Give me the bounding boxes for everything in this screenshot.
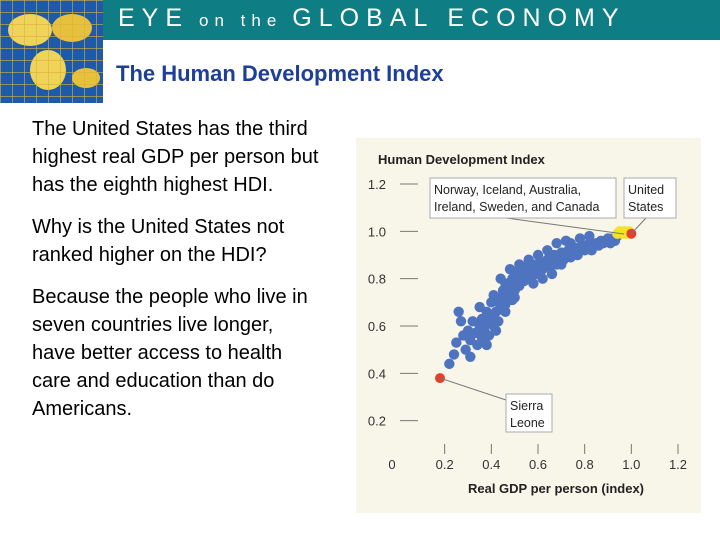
chart-title: Human Development Index [378,152,546,167]
country-point [551,237,562,249]
annotation-top-six: Norway, Iceland, Australia, Ireland, Swed… [429,177,625,235]
country-point [556,259,567,270]
series-title: EYE on the GLOBAL ECONOMY [118,4,626,33]
country-point [495,273,506,284]
x-tick-label: 1.2 [669,457,687,472]
annotation-leader-line [505,217,625,235]
chart-annotations: Norway, Iceland, Australia, Ireland, Swed… [429,177,677,433]
header-banner [0,0,720,40]
x-axis-label: Real GDP per person (index) [468,481,644,496]
annotation-text: States [628,200,663,214]
sierra-leone-point [435,373,445,384]
paragraph-3: Because the people who live in seven cou… [32,286,308,420]
country-point [455,316,467,327]
annotation-box [429,177,617,219]
country-point [465,351,476,362]
x-tick-label: 0 [388,457,395,472]
paragraph-1: The United States has the third highest … [32,118,319,196]
country-point [509,292,520,303]
x-tick-label: 1.0 [622,457,640,472]
annotation-text: Norway, Iceland, Australia, [434,183,581,197]
country-point [532,249,544,261]
series-word-global-economy: GLOBAL ECONOMY [292,4,626,32]
country-point [560,235,572,246]
x-tick-label: 0.6 [529,457,547,472]
chart-points [435,226,637,384]
annotation-box [623,177,677,219]
hdi-scatter-chart: Human Development Index 0.2 0.4 0.6 0.8 1.0 1… [368,152,687,496]
country-point [481,339,492,351]
country-point [537,273,548,284]
country-point [453,306,464,317]
country-point [448,349,460,360]
annotation-text: Ireland, Sweden, and Canada [434,200,599,214]
country-point [574,233,586,244]
y-tick-label: 0.2 [368,414,386,429]
country-point [584,230,595,242]
country-point [444,358,455,370]
paragraph-2: Why is the United States not ranked high… [32,216,285,266]
page-title: The Human Development Index [116,61,444,86]
y-tick-label: 0.8 [368,272,386,287]
x-tick-label: 0.4 [482,457,500,472]
country-point [523,254,534,265]
y-tick-label: 1.0 [368,224,386,239]
x-tick-label: 0.2 [436,457,454,472]
x-tick-label: 0.8 [576,457,594,472]
annotation-leader-line [439,377,507,401]
country-point [451,337,462,348]
y-tick-label: 1.2 [368,177,386,192]
annotation-text: Leone [510,416,545,430]
annotation-text: United [628,183,664,197]
country-point [546,268,558,280]
country-point [528,278,539,289]
country-point [493,316,504,327]
country-point [504,264,516,275]
country-point [490,325,502,336]
body-text: The United States has the third highest … [32,115,322,437]
country-point [500,306,511,317]
y-tick-label: 0.4 [368,366,386,381]
chart-axes: 0.2 0.4 0.6 0.8 1.0 1.2 0 0.2 0.4 0.6 0.8 1.0 1.2 [368,177,687,472]
annotation-box [505,393,553,433]
series-word-on-the: on the [199,11,283,30]
y-tick-label: 0.6 [368,319,386,334]
annotation-text: Sierra [510,399,543,413]
annotation-leader-line [630,217,647,235]
globe-icon [0,0,103,103]
annotation-united-states: United States [623,177,677,235]
country-point [514,259,525,270]
series-word-eye: EYE [118,4,190,32]
country-point [542,245,553,256]
annotation-sierra-leone: Sierra Leone [439,377,553,433]
chart-panel: Human Development Index 0.2 0.4 0.6 0.8 1.0 1… [356,138,701,513]
